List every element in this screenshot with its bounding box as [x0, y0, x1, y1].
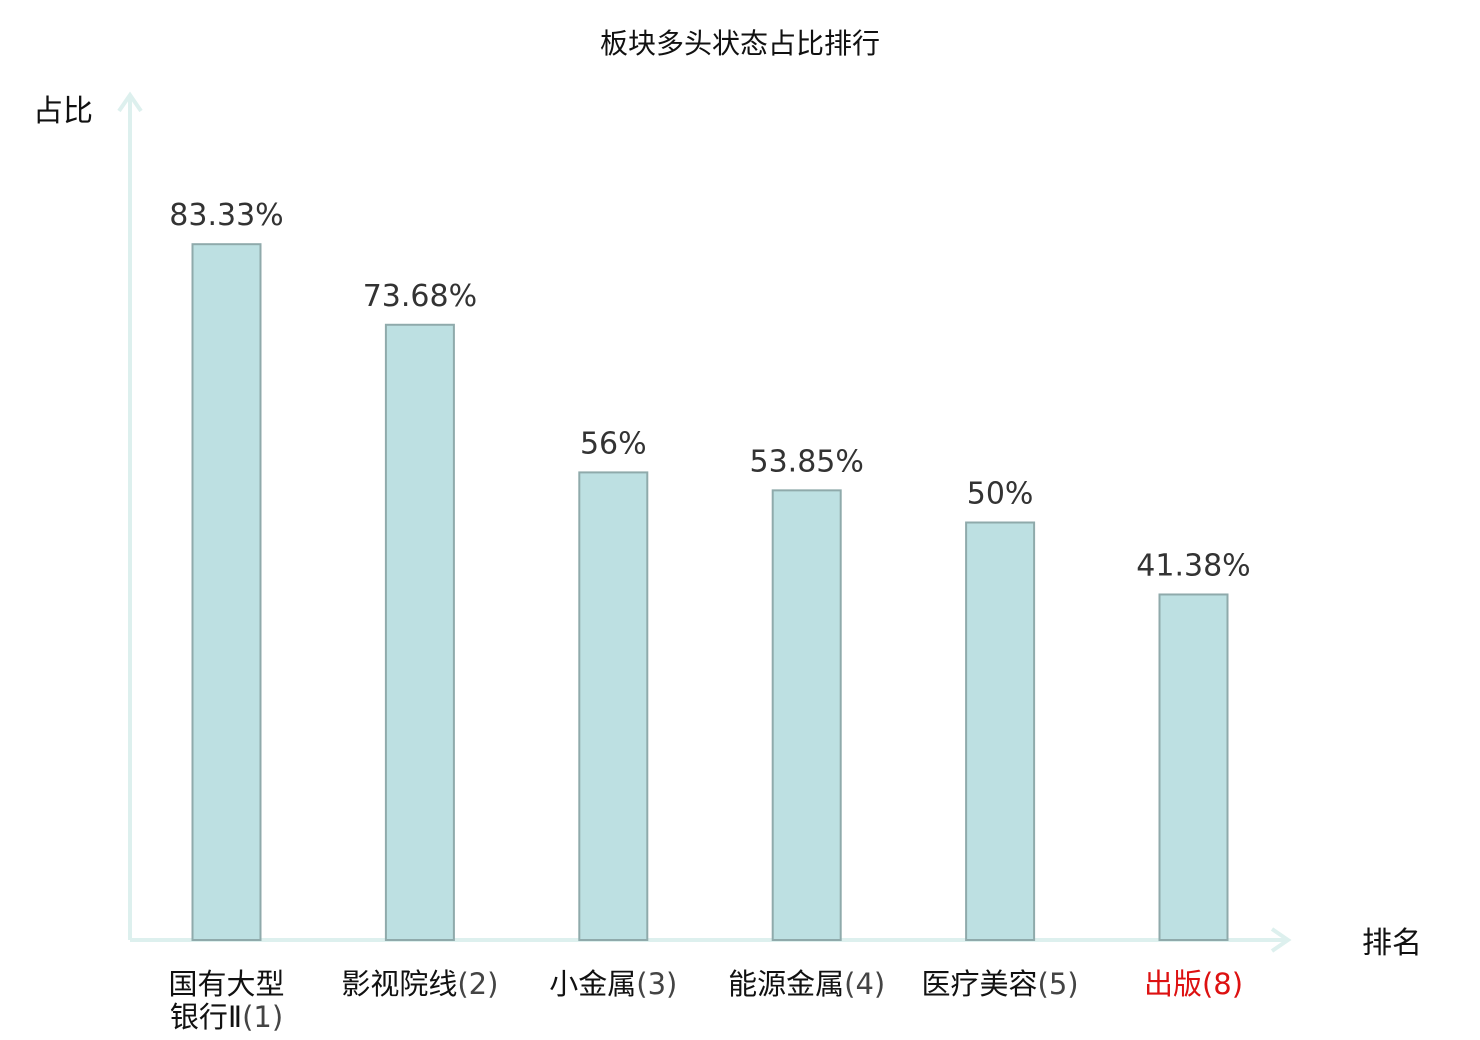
category-name: 出版 — [1144, 967, 1202, 1001]
y-axis-label: 占比 — [33, 94, 93, 129]
bar — [771, 489, 842, 941]
category-rank: (1) — [242, 1000, 283, 1034]
x-tick-label: 银行Ⅱ(1) — [170, 1000, 283, 1034]
x-axis-label: 排名 — [1362, 926, 1422, 961]
x-tick-label: 能源金属(4) — [728, 967, 885, 1001]
x-axis-arrow — [1270, 927, 1292, 953]
data-label: 41.38% — [1136, 548, 1250, 583]
bars-group — [191, 243, 1229, 942]
data-label: 73.68% — [363, 279, 477, 314]
category-name: 医疗美容 — [922, 967, 1038, 1001]
category-rank: (2) — [457, 967, 498, 1001]
x-tick-label: 出版(8) — [1144, 967, 1243, 1001]
category-name: 国有大型 — [168, 967, 284, 1001]
x-tick-label: 医疗美容(5) — [922, 967, 1079, 1001]
bar — [384, 323, 455, 942]
data-label: 50% — [967, 477, 1034, 512]
category-rank: (4) — [844, 967, 885, 1001]
x-tick-label: 国有大型 — [168, 967, 284, 1001]
category-rank: (5) — [1038, 967, 1079, 1001]
data-label: 56% — [580, 426, 647, 461]
category-rank: (8) — [1202, 967, 1243, 1001]
axes — [117, 91, 1292, 953]
category-name: 影视院线 — [341, 967, 457, 1001]
bar — [191, 243, 262, 941]
bar — [578, 471, 649, 941]
category-name: 小金属 — [549, 967, 636, 1001]
data-label: 53.85% — [750, 444, 864, 479]
category-name: 能源金属 — [728, 967, 844, 1001]
data-label: 83.33% — [169, 198, 283, 233]
bar — [1158, 593, 1229, 941]
y-axis-arrow — [117, 91, 143, 113]
x-tick-label: 影视院线(2) — [341, 967, 498, 1001]
bar — [965, 521, 1036, 941]
x-tick-label: 小金属(3) — [549, 967, 677, 1001]
category-rank: (3) — [636, 967, 677, 1001]
value-labels-group: 83.33% 73.68% 56% 53.85% 50% 41.38% — [169, 198, 1250, 583]
chart-title: 板块多头状态占比排行 — [600, 27, 880, 60]
category-name: 银行Ⅱ — [170, 1000, 242, 1034]
